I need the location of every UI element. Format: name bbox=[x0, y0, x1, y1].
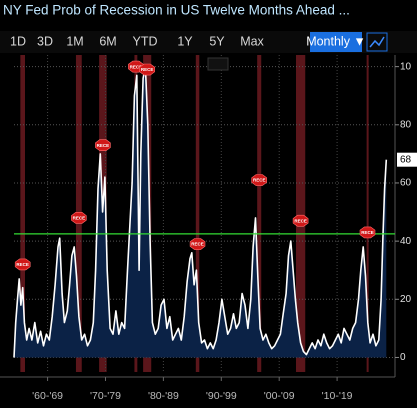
recession-marker bbox=[139, 63, 155, 76]
y-tick-label: 0 bbox=[400, 352, 406, 363]
y-tick-label: 60 bbox=[400, 178, 412, 189]
recession-band bbox=[295, 55, 306, 372]
recession-marker-label: RECE bbox=[253, 178, 266, 183]
recession-marker-label: RECE bbox=[141, 67, 154, 72]
recession-marker bbox=[95, 139, 111, 151]
toolbar-button[interactable]: 1D bbox=[10, 34, 26, 48]
recession-marker-label: RECE bbox=[97, 143, 110, 148]
last-value-label: 68 bbox=[400, 154, 412, 165]
recession-marker bbox=[359, 226, 376, 239]
toolbar-button[interactable]: 1Y bbox=[177, 34, 193, 48]
toolbar-button[interactable]: Max bbox=[240, 34, 264, 48]
toolbar-button[interactable]: 6M bbox=[99, 34, 116, 48]
recession-marker-label: RECE bbox=[73, 216, 86, 221]
plot-menu[interactable] bbox=[207, 57, 229, 71]
x-tick-label: '80-'89 bbox=[148, 390, 179, 402]
recession-band bbox=[20, 55, 26, 372]
recession-band bbox=[195, 55, 200, 372]
area bbox=[14, 66, 387, 358]
x-tick-label: '60-'69 bbox=[32, 390, 63, 402]
x-tick-label: '90-'99 bbox=[206, 390, 237, 402]
toolbar-button[interactable]: YTD bbox=[133, 34, 158, 48]
y-tick-label: 10 bbox=[400, 61, 412, 72]
recession-marker bbox=[71, 212, 87, 224]
x-tick-label: '10-'19 bbox=[322, 390, 353, 402]
toolbar-button[interactable]: 3D bbox=[37, 34, 53, 48]
y-tick-label: 80 bbox=[400, 119, 412, 130]
recession-marker-label: RECE bbox=[294, 218, 307, 223]
recession-marker bbox=[292, 214, 309, 227]
x-tick-label: '00-'09 bbox=[264, 390, 295, 402]
recession-marker bbox=[189, 238, 206, 250]
dropdown-bg[interactable] bbox=[310, 32, 362, 52]
chart-title: NY Fed Prob of Recession in US Twelve Mo… bbox=[3, 3, 350, 18]
recession-marker-label: RECE bbox=[191, 242, 204, 247]
toolbar-button[interactable]: 1M bbox=[66, 34, 83, 48]
title-bar bbox=[0, 0, 417, 21]
y-tick-label: 40 bbox=[400, 236, 412, 247]
recession-marker bbox=[14, 258, 31, 271]
recession-band bbox=[257, 55, 262, 372]
line bbox=[13, 65, 388, 358]
last-value-box bbox=[397, 152, 417, 167]
recession-marker-label: RECE bbox=[130, 64, 143, 69]
chart-icon-line bbox=[369, 36, 385, 48]
y-tick-label: 20 bbox=[400, 294, 412, 305]
x-tick-label: '70-'79 bbox=[90, 390, 121, 402]
recession-marker-label: RECE bbox=[16, 262, 29, 267]
recession-band bbox=[366, 55, 369, 372]
dropdown[interactable]: Monthly ▼ bbox=[306, 34, 366, 48]
recession-marker bbox=[251, 174, 268, 186]
toolbar-button[interactable]: 5Y bbox=[209, 34, 225, 48]
recession-marker-label: RECE bbox=[361, 230, 374, 235]
